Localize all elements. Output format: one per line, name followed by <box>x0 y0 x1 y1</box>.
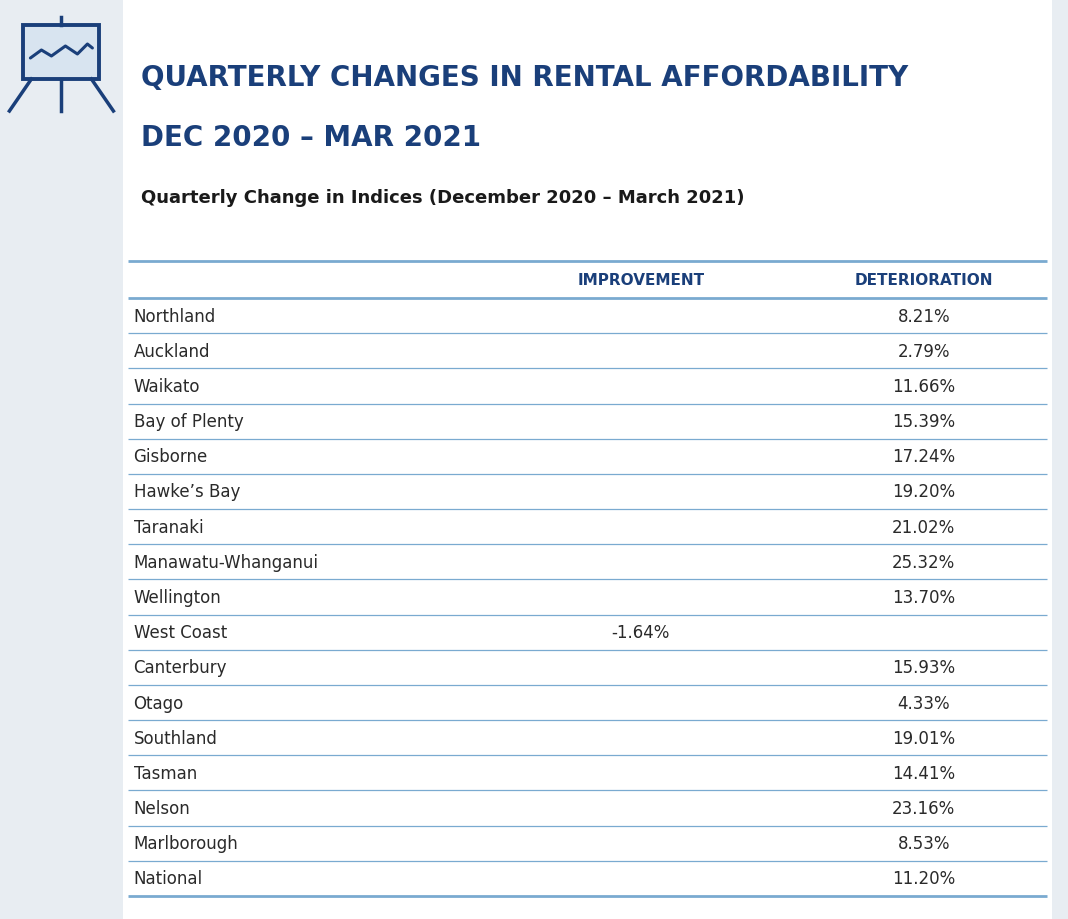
Text: Nelson: Nelson <box>134 800 190 817</box>
Text: Tasman: Tasman <box>134 764 197 782</box>
Text: 8.53%: 8.53% <box>897 834 951 852</box>
Text: National: National <box>134 869 203 888</box>
Text: IMPROVEMENT: IMPROVEMENT <box>577 273 705 288</box>
Text: Waikato: Waikato <box>134 378 200 395</box>
Text: 19.20%: 19.20% <box>892 483 956 501</box>
Text: Canterbury: Canterbury <box>134 659 227 676</box>
Text: QUARTERLY CHANGES IN RENTAL AFFORDABILITY: QUARTERLY CHANGES IN RENTAL AFFORDABILIT… <box>141 64 908 92</box>
Text: 15.93%: 15.93% <box>892 659 956 676</box>
Text: Northland: Northland <box>134 307 216 325</box>
Text: 11.66%: 11.66% <box>892 378 956 395</box>
Text: West Coast: West Coast <box>134 623 226 641</box>
Text: Southland: Southland <box>134 729 218 747</box>
Text: Auckland: Auckland <box>134 343 210 360</box>
Text: Bay of Plenty: Bay of Plenty <box>134 413 244 431</box>
Text: 23.16%: 23.16% <box>892 800 956 817</box>
Text: 8.21%: 8.21% <box>897 307 951 325</box>
FancyBboxPatch shape <box>123 0 1052 919</box>
Text: 15.39%: 15.39% <box>892 413 956 431</box>
Text: 14.41%: 14.41% <box>892 764 956 782</box>
Text: DETERIORATION: DETERIORATION <box>854 273 993 288</box>
Text: Hawke’s Bay: Hawke’s Bay <box>134 483 240 501</box>
Text: Manawatu-Whanganui: Manawatu-Whanganui <box>134 553 318 572</box>
Text: 11.20%: 11.20% <box>892 869 956 888</box>
Text: Wellington: Wellington <box>134 588 221 607</box>
Text: DEC 2020 – MAR 2021: DEC 2020 – MAR 2021 <box>141 124 481 152</box>
Text: 21.02%: 21.02% <box>892 518 956 536</box>
Text: 13.70%: 13.70% <box>892 588 956 607</box>
Text: -1.64%: -1.64% <box>612 623 670 641</box>
Text: 2.79%: 2.79% <box>897 343 951 360</box>
Text: Gisborne: Gisborne <box>134 448 208 466</box>
FancyBboxPatch shape <box>23 26 99 80</box>
Text: Otago: Otago <box>134 694 184 711</box>
Text: Taranaki: Taranaki <box>134 518 203 536</box>
Text: 4.33%: 4.33% <box>897 694 951 711</box>
Text: 19.01%: 19.01% <box>892 729 956 747</box>
Text: Quarterly Change in Indices (December 2020 – March 2021): Quarterly Change in Indices (December 20… <box>141 188 744 207</box>
Text: 17.24%: 17.24% <box>892 448 956 466</box>
Text: Marlborough: Marlborough <box>134 834 238 852</box>
Text: 25.32%: 25.32% <box>892 553 956 572</box>
